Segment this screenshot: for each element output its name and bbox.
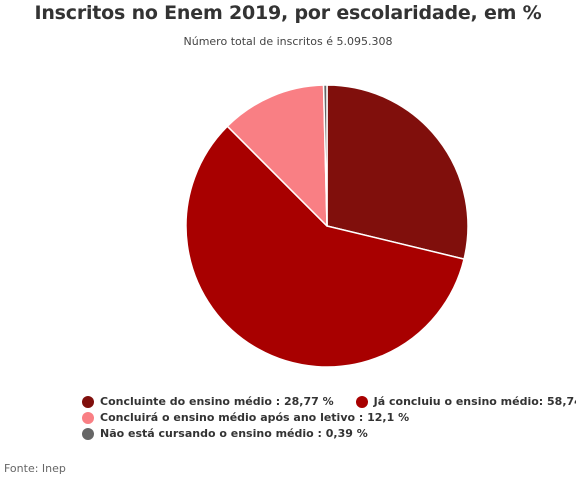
legend-label: Já concluiu o ensino médio: 58,74 %	[373, 395, 576, 408]
legend-item-concluira[interactable]: Concluirá o ensino médio após ano letivo…	[82, 410, 409, 426]
pie-slice-3[interactable]	[322, 84, 328, 227]
legend-item-concluinte[interactable]: Concluinte do ensino médio : 28,77 %	[82, 394, 334, 410]
legend-swatch	[82, 396, 94, 408]
legend-label: Concluirá o ensino médio após ano letivo…	[100, 411, 410, 424]
pie-chart	[185, 84, 469, 368]
legend: Concluinte do ensino médio : 28,77 % Já …	[82, 394, 576, 442]
legend-item-nao-cursando[interactable]: Não está cursando o ensino médio : 0,39 …	[82, 426, 368, 442]
pie-slice-2[interactable]	[226, 84, 328, 227]
legend-swatch	[82, 428, 94, 440]
legend-swatch	[82, 412, 94, 424]
pie-slice-1[interactable]	[185, 125, 465, 368]
legend-label: Não está cursando o ensino médio : 0,39 …	[100, 427, 368, 440]
legend-row: Concluinte do ensino médio : 28,77 % Já …	[82, 394, 576, 410]
legend-item-ja-concluiu[interactable]: Já concluiu o ensino médio: 58,74 %	[355, 394, 576, 410]
legend-row: Concluirá o ensino médio após ano letivo…	[82, 410, 572, 426]
legend-label: Concluinte do ensino médio : 28,77 %	[100, 395, 334, 408]
legend-swatch	[355, 396, 368, 408]
pie-slice-0[interactable]	[326, 84, 469, 260]
legend-row: Não está cursando o ensino médio : 0,39 …	[82, 426, 572, 442]
chart-subtitle: Número total de inscritos é 5.095.308	[183, 35, 393, 48]
chart-title: Inscritos no Enem 2019, por escolaridade…	[34, 2, 542, 24]
source-note: Fonte: Inep	[4, 462, 66, 475]
